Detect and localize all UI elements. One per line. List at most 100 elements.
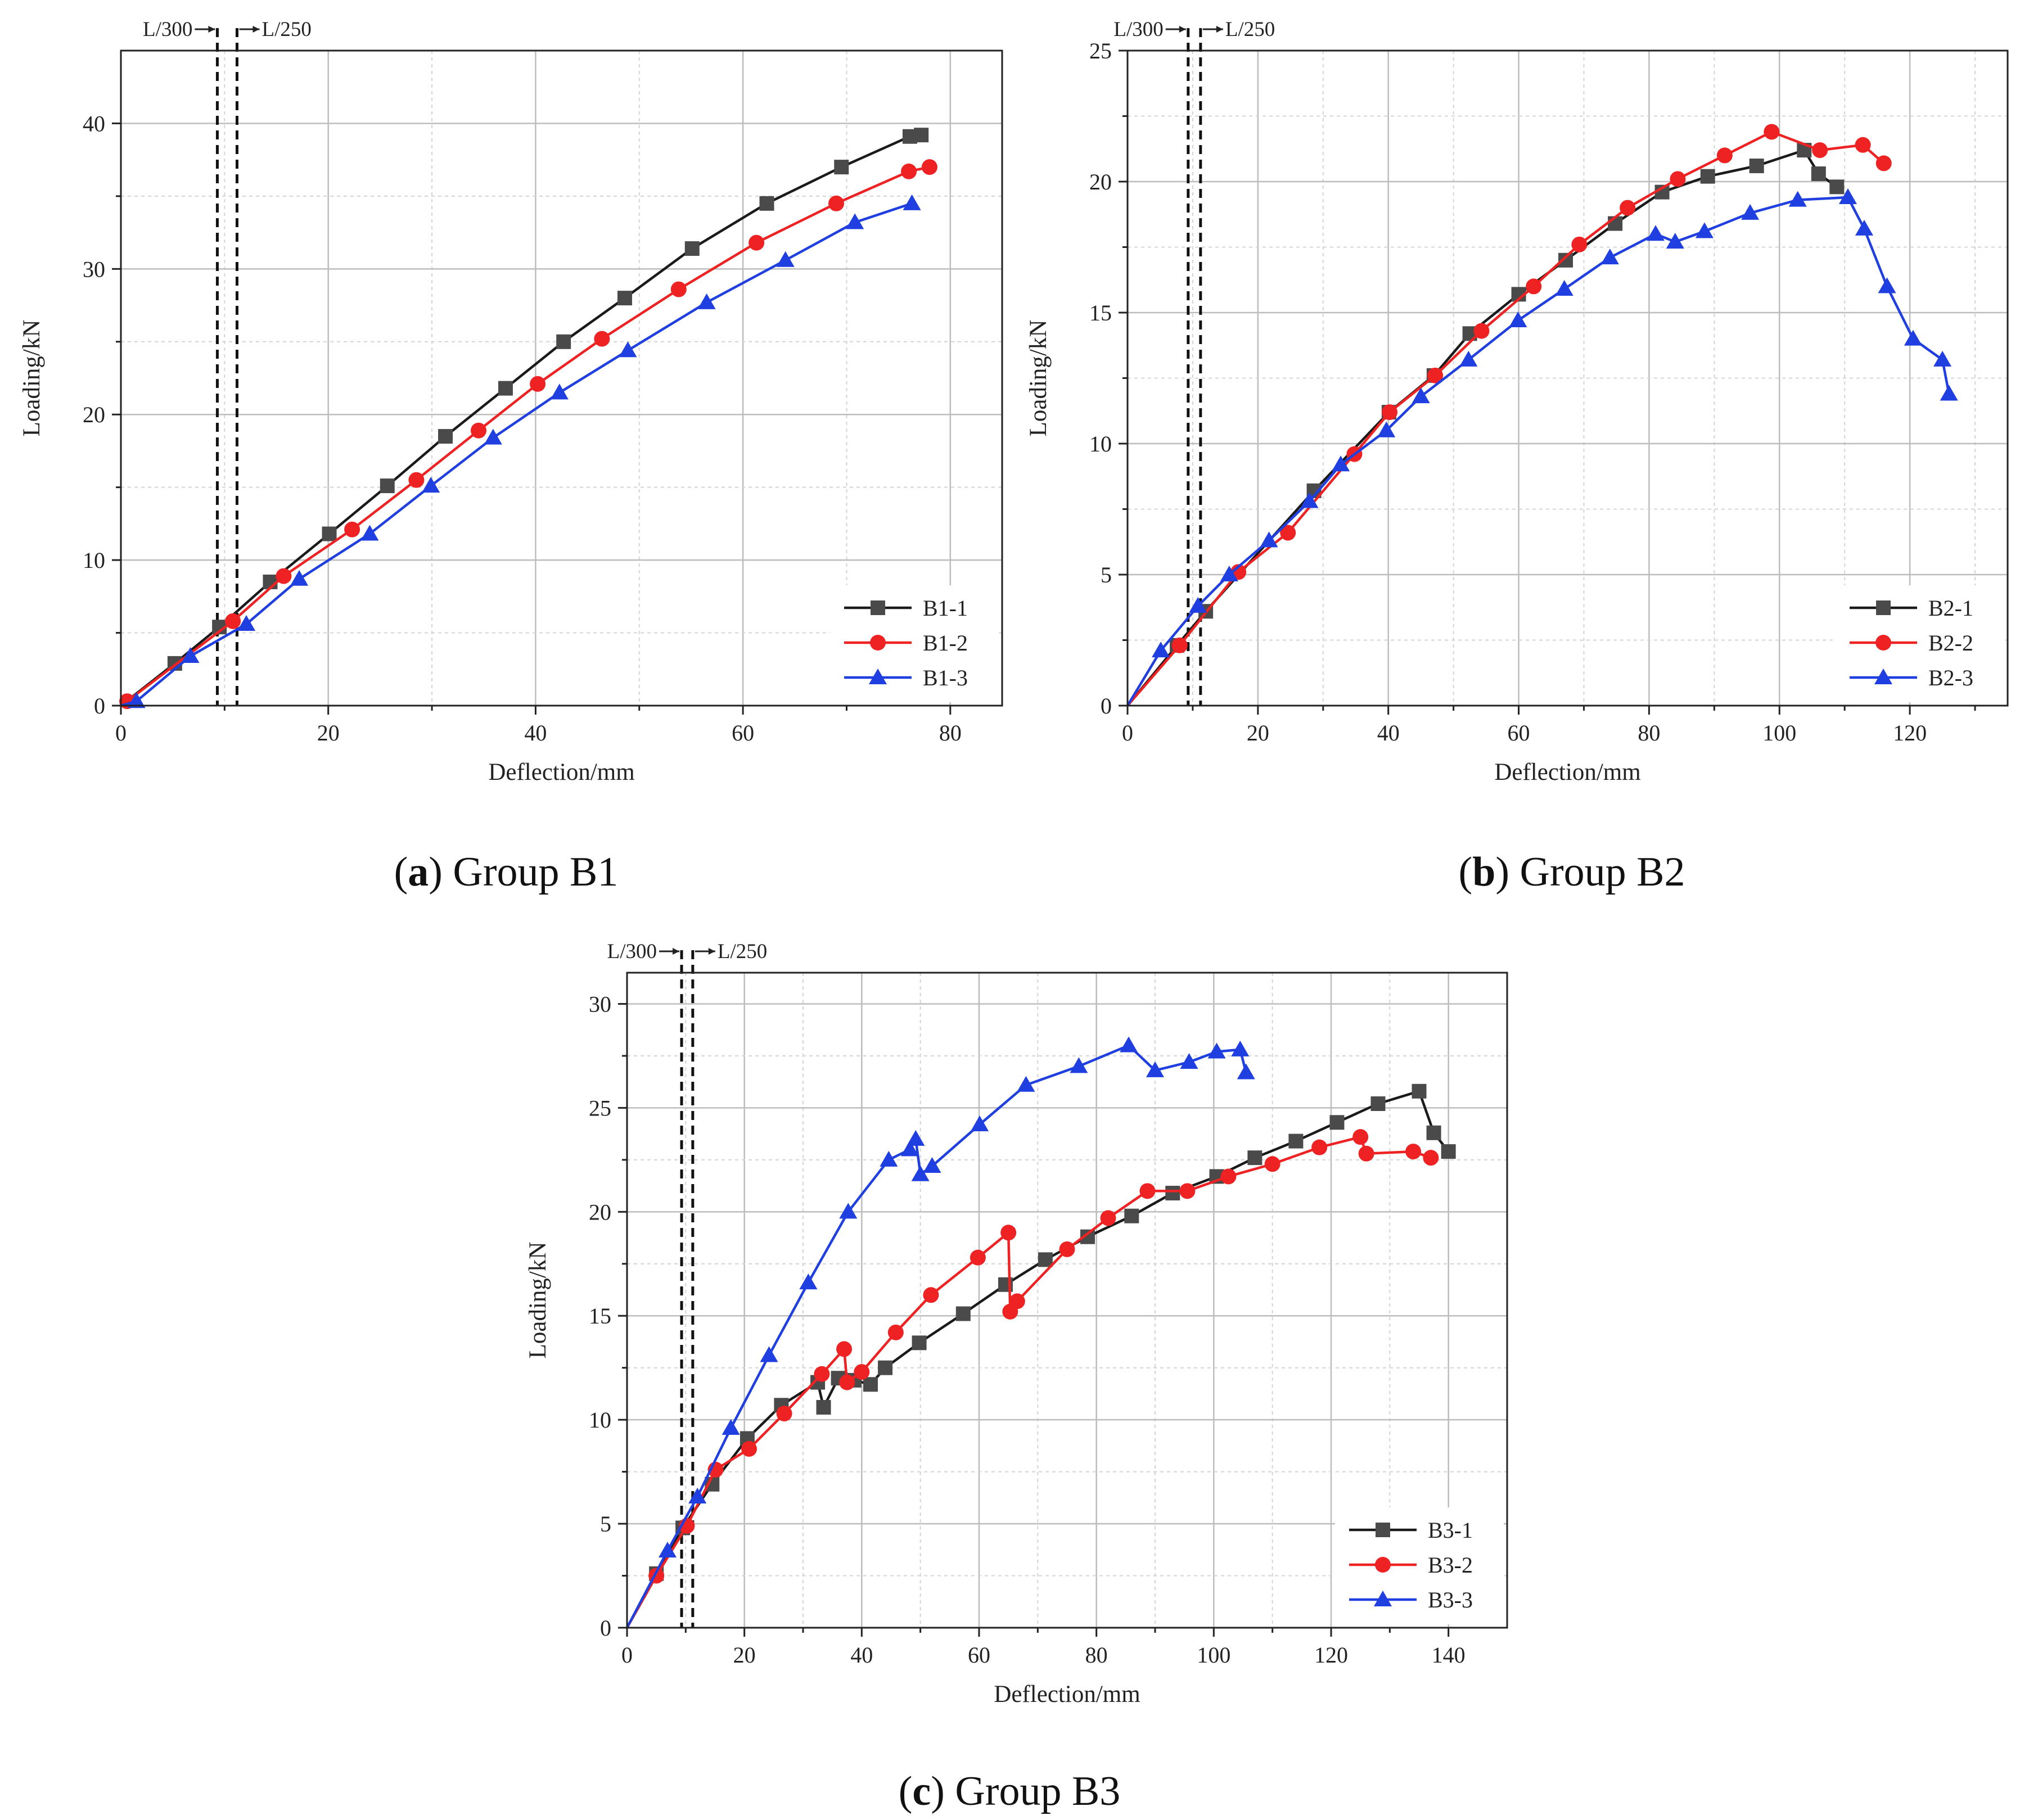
data-point-B3-2	[1423, 1150, 1439, 1166]
data-point-B1-3	[550, 383, 569, 400]
data-point-B3-1	[1412, 1083, 1427, 1099]
legend-marker-B2-1	[1876, 600, 1891, 615]
limit-arrow-l250-head	[1216, 26, 1223, 33]
data-point-B2-3	[1220, 566, 1238, 581]
data-point-B2-3	[1695, 222, 1714, 238]
x-tick-label: 40	[524, 720, 547, 746]
data-point-B1-1	[556, 334, 571, 349]
data-point-B1-3	[619, 341, 637, 358]
limit-label-l300: L/300	[607, 940, 657, 963]
data-point-B3-2	[1311, 1139, 1328, 1155]
legend-label-B3-1: B3-1	[1428, 1518, 1473, 1543]
legend-marker-B3-2	[1375, 1557, 1391, 1573]
data-point-B2-2	[1427, 367, 1444, 383]
y-tick-label: 40	[83, 111, 105, 136]
y-tick-label: 15	[589, 1303, 611, 1329]
data-point-B1-3	[290, 570, 309, 586]
data-point-B3-2	[1009, 1293, 1025, 1309]
legend-marker-B3-3	[1374, 1591, 1392, 1606]
y-tick-label: 5	[1101, 562, 1112, 588]
data-point-B1-2	[921, 159, 937, 175]
chart-b1: L/300 L/250 0 20 40 60 80 0 10 20 30 40 Deflection/m…	[19, 18, 1003, 785]
data-point-B3-1	[1370, 1096, 1386, 1111]
data-point-B2-3	[1555, 280, 1573, 296]
x-tick-label: 40	[1377, 720, 1400, 746]
y-tick-label: 10	[1089, 431, 1112, 457]
series-B2-3	[1126, 188, 1958, 707]
legend: B3-1 B3-2 B3-3	[1335, 1507, 1504, 1624]
limit-arrow-l300-head	[1179, 26, 1186, 33]
y-tick-label: 20	[1089, 169, 1112, 195]
data-point-B2-3	[1788, 191, 1807, 207]
caption-text: Group B3	[945, 1768, 1120, 1814]
data-point-B3-1	[863, 1377, 878, 1392]
data-point-B2-1	[1700, 169, 1715, 184]
data-point-B3-2	[1000, 1225, 1017, 1241]
y-tick-label: 20	[83, 402, 105, 427]
x-tick-label: 20	[1247, 720, 1269, 746]
data-point-B1-2	[828, 195, 845, 211]
limit-arrow-l250-head	[253, 26, 260, 33]
data-point-B3-2	[887, 1324, 904, 1340]
data-point-B1-3	[846, 213, 864, 229]
x-tick-label: 120	[1893, 720, 1927, 746]
data-point-B3-3	[688, 1488, 707, 1503]
data-point-B3-1	[816, 1399, 831, 1415]
x-tick-label: 80	[1085, 1642, 1108, 1668]
legend-marker-B2-3	[1874, 669, 1892, 684]
data-point-B1-3	[237, 615, 256, 631]
data-point-B1-3	[422, 477, 440, 493]
data-point-B2-3	[1855, 219, 1873, 236]
series-line-B1-2	[120, 165, 930, 707]
data-point-B1-3	[776, 251, 795, 267]
data-point-B3-3	[839, 1203, 858, 1219]
chart-b3: L/300 L/250 0 20 40 60 80 100 120 140 0 5 10 15 20 25 30…	[525, 940, 1508, 1708]
legend-label-B3-3: B3-3	[1428, 1587, 1473, 1613]
data-point-B1-2	[530, 376, 546, 392]
data-point-B1-1	[380, 478, 395, 494]
x-tick-label: 0	[1122, 720, 1133, 746]
caption-letter: a	[408, 849, 429, 895]
legend-label-B1-2: B1-2	[923, 630, 968, 656]
y-tick-label: 0	[1101, 693, 1112, 719]
data-point-B3-1	[1329, 1115, 1345, 1130]
data-point-B2-3	[1741, 204, 1760, 220]
x-tick-label: 0	[621, 1642, 633, 1668]
data-point-B2-3	[1300, 492, 1319, 508]
limit-label-l300: L/300	[143, 18, 192, 41]
data-point-B2-3	[1878, 277, 1896, 293]
x-axis-title: Deflection/mm	[488, 759, 634, 785]
data-point-B2-2	[1812, 142, 1828, 159]
legend-marker-B2-2	[1875, 635, 1891, 651]
data-point-B2-2	[1280, 525, 1296, 541]
data-point-B1-2	[594, 331, 610, 347]
data-point-B1-1	[914, 128, 929, 143]
series-B1-3	[120, 194, 921, 708]
data-point-B2-3	[1412, 387, 1430, 404]
y-tick-label: 10	[589, 1407, 611, 1433]
data-point-B3-2	[1220, 1168, 1237, 1185]
y-tick-label: 15	[1089, 300, 1112, 326]
y-tick-label: 0	[600, 1615, 611, 1641]
legend: B1-1 B1-2 B1-3	[830, 585, 999, 702]
data-point-B3-3	[900, 1140, 919, 1157]
data-point-B3-2	[970, 1249, 986, 1266]
data-point-B3-3	[722, 1419, 740, 1435]
y-tick-label: 25	[1089, 38, 1112, 64]
data-point-B3-1	[878, 1360, 893, 1375]
data-point-B3-2	[923, 1287, 939, 1303]
caption-paren-close: )	[1495, 849, 1509, 895]
legend-label-B2-2: B2-2	[1928, 630, 1973, 656]
x-tick-label: 80	[1638, 720, 1660, 746]
caption-paren-open: (	[899, 1768, 913, 1814]
data-point-B3-3	[1231, 1040, 1250, 1056]
x-tick-label: 80	[939, 720, 962, 746]
data-point-B2-3	[1940, 385, 1958, 401]
data-point-B3-3	[1146, 1061, 1164, 1077]
x-tick-label: 60	[968, 1642, 990, 1668]
data-point-B3-2	[1358, 1145, 1374, 1162]
data-point-B2-3	[1838, 188, 1857, 204]
data-point-B3-3	[1237, 1063, 1255, 1080]
x-axis-title: Deflection/mm	[994, 1681, 1140, 1708]
